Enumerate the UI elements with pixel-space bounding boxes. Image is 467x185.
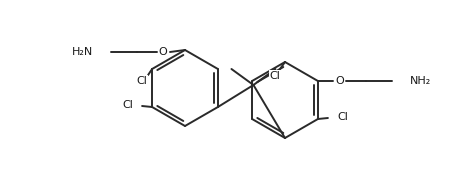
Text: H₂N: H₂N [72,47,93,57]
Text: Cl: Cl [269,71,281,81]
Text: Cl: Cl [137,76,148,86]
Text: O: O [159,47,167,57]
Text: O: O [335,76,344,86]
Text: Cl: Cl [122,100,133,110]
Text: NH₂: NH₂ [410,76,431,86]
Text: Cl: Cl [337,112,348,122]
